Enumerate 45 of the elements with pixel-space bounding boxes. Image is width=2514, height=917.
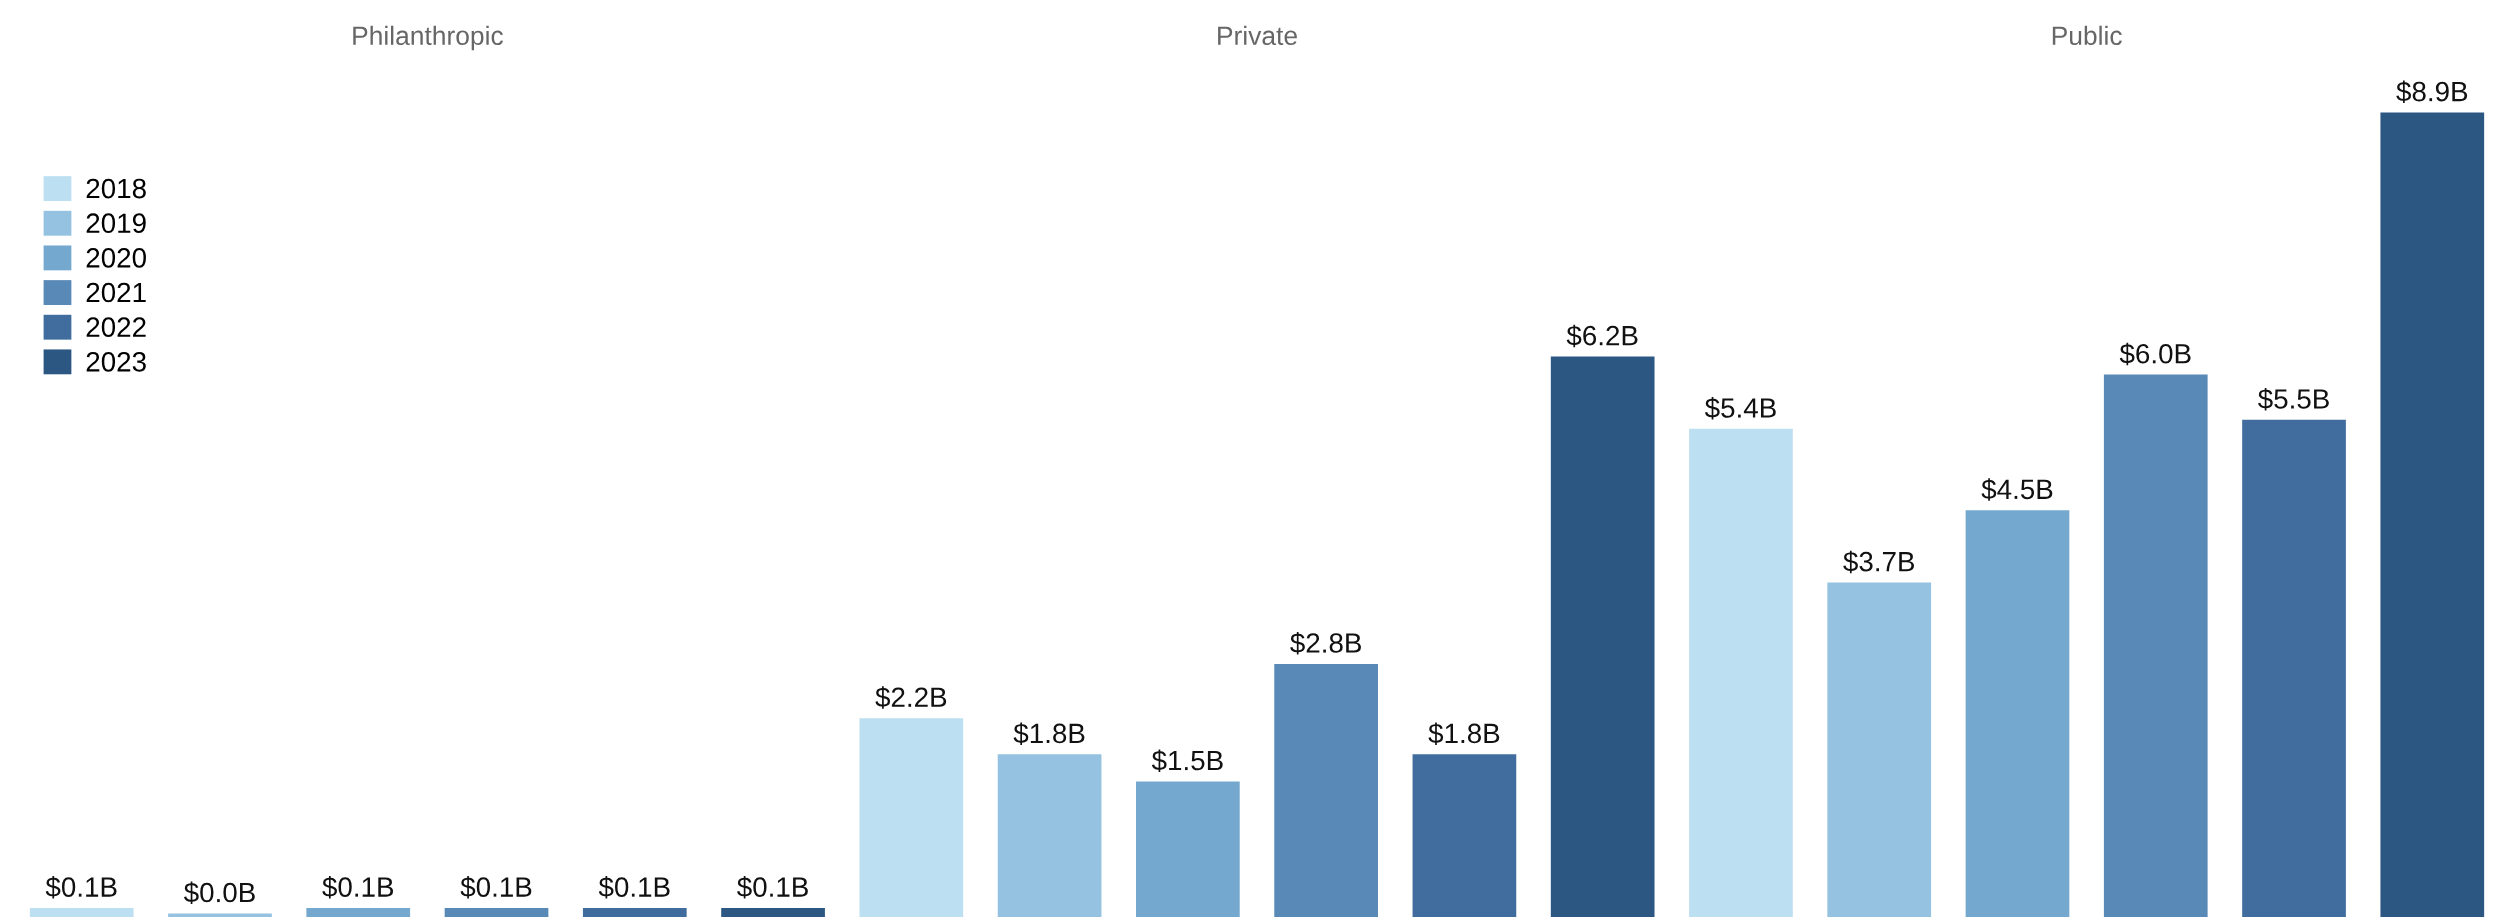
bar (1965, 510, 2070, 917)
bar (1827, 582, 1932, 917)
bar (997, 754, 1102, 917)
legend-label: 2020 (86, 248, 146, 268)
bar (582, 907, 687, 917)
data-label: $5.4B (1704, 396, 1776, 420)
data-label: $0.0B (183, 881, 255, 904)
data-label: $1.8B (1013, 722, 1085, 745)
bar (1136, 781, 1240, 917)
bar (168, 913, 272, 917)
legend-label: 2021 (86, 282, 146, 303)
legend-label: 2018 (86, 178, 146, 199)
data-label: $5.5B (2258, 387, 2329, 411)
data-label: $2.2B (875, 686, 947, 709)
x-tick-label: Philanthropic (353, 25, 503, 51)
x-tick-label: Private (1218, 25, 1297, 46)
bar (29, 907, 134, 917)
bar (444, 907, 549, 917)
legend-label: 2023 (86, 351, 146, 372)
bar (306, 907, 411, 917)
bar (2103, 374, 2208, 917)
bar (2380, 112, 2485, 917)
bar (1274, 663, 1378, 917)
bar (1689, 428, 1793, 917)
bar (1550, 356, 1655, 917)
data-label: $2.8B (1290, 632, 1361, 655)
legend-label: 2019 (86, 213, 146, 234)
data-label: $8.9B (2396, 80, 2468, 104)
data-label: $3.7B (1843, 550, 1915, 574)
legend-label: 2022 (86, 317, 146, 337)
data-label: $6.2B (1566, 324, 1638, 348)
data-label: $1.5B (1151, 749, 1223, 773)
x-tick-label: Public (2052, 25, 2122, 46)
bar (721, 907, 825, 917)
bar (2242, 419, 2346, 917)
data-label: $4.5B (1981, 478, 2053, 501)
data-label: $0.1B (460, 876, 532, 899)
data-label: $6.0B (2119, 342, 2191, 366)
bar (1412, 754, 1517, 917)
data-label: $1.8B (1428, 722, 1500, 745)
bar (859, 718, 964, 917)
data-label: $0.1B (45, 876, 117, 899)
data-label: $0.1B (737, 876, 808, 899)
data-label: $0.1B (322, 876, 394, 899)
data-label: $0.1B (598, 876, 670, 899)
